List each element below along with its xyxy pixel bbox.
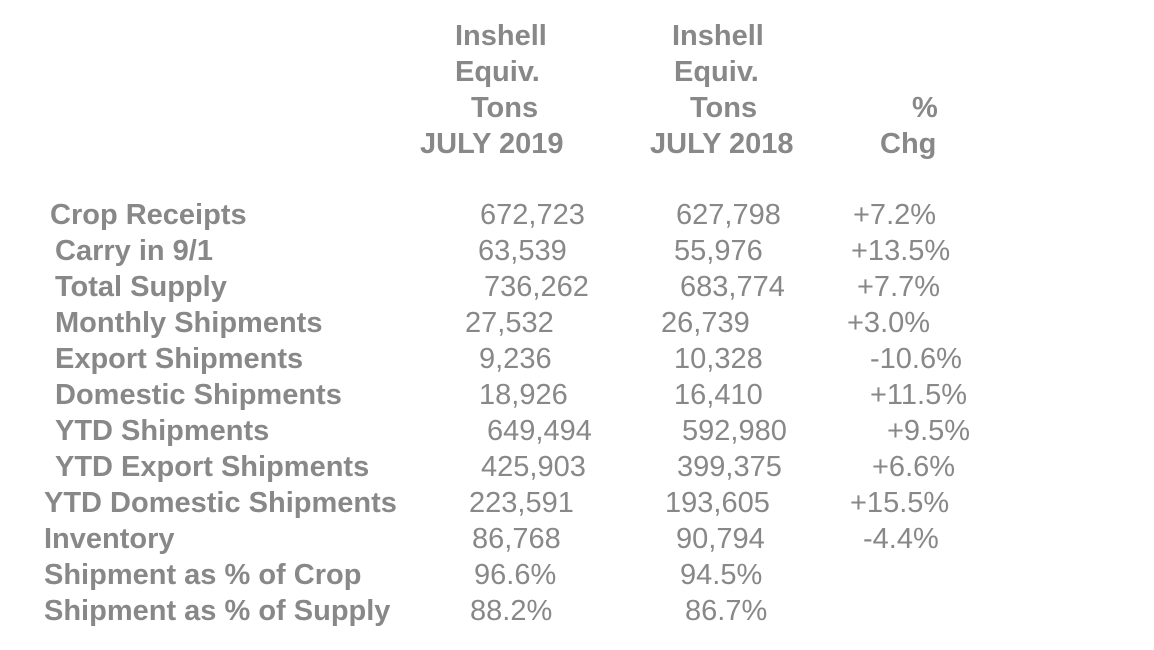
header-line: Chg (880, 128, 937, 160)
value-july-2019: 86,768 (472, 523, 561, 555)
value-july-2018: 86.7% (685, 595, 768, 627)
table-row: Inventory 86,768 90,794 -4.4% (0, 521, 1154, 557)
value-pct-chg: +3.0% (847, 307, 931, 339)
value-july-2019: 223,591 (469, 487, 574, 519)
value-july-2018: 26,739 (661, 307, 750, 339)
table-row: Export Shipments 9,236 10,328 -10.6% (0, 341, 1154, 377)
value-july-2018: 90,794 (676, 523, 765, 555)
header-line: Inshell (672, 20, 764, 52)
row-label: Export Shipments (55, 343, 304, 375)
value-july-2019: 736,262 (484, 271, 589, 303)
header-line: Equiv. (674, 56, 759, 88)
row-label: YTD Domestic Shipments (44, 487, 397, 519)
value-july-2019: 88.2% (470, 595, 553, 627)
value-july-2019: 649,494 (487, 415, 592, 447)
row-label: Domestic Shipments (55, 379, 342, 411)
value-july-2018: 16,410 (674, 379, 763, 411)
value-july-2018: 399,375 (677, 451, 782, 483)
row-label: YTD Export Shipments (55, 451, 370, 483)
value-pct-chg: +7.7% (857, 271, 941, 303)
value-july-2019: 9,236 (479, 343, 552, 375)
header-line: Tons (690, 92, 758, 124)
header-line: % (912, 92, 938, 124)
value-pct-chg: +6.6% (872, 451, 956, 483)
header-line: Tons (471, 92, 539, 124)
value-pct-chg: -10.6% (870, 343, 962, 375)
table-row: Domestic Shipments 18,926 16,410 +11.5% (0, 377, 1154, 413)
table-row: YTD Shipments 649,494 592,980 +9.5% (0, 413, 1154, 449)
value-pct-chg: +15.5% (850, 487, 950, 519)
value-july-2019: 96.6% (474, 559, 557, 591)
header-line: Equiv. (455, 56, 540, 88)
value-july-2018: 193,605 (665, 487, 770, 519)
value-july-2018: 55,976 (674, 235, 763, 267)
value-july-2019: 18,926 (479, 379, 568, 411)
value-july-2018: 683,774 (680, 271, 785, 303)
value-july-2018: 592,980 (682, 415, 787, 447)
row-label: Shipment as % of Supply (44, 595, 391, 627)
table-row: Total Supply 736,262 683,774 +7.7% (0, 269, 1154, 305)
value-pct-chg: +13.5% (851, 235, 951, 267)
value-pct-chg: +7.2% (853, 199, 937, 231)
value-july-2019: 63,539 (478, 235, 567, 267)
row-label: Inventory (44, 523, 175, 555)
header-line: Inshell (455, 20, 547, 52)
header-line: JULY 2018 (650, 128, 794, 160)
row-label: Crop Receipts (50, 199, 247, 231)
header-july-2018: Inshell Equiv. Tons JULY 2018 (650, 18, 810, 162)
row-label: Total Supply (55, 271, 227, 303)
value-pct-chg: -4.4% (863, 523, 939, 555)
value-july-2019: 425,903 (481, 451, 586, 483)
row-label: Carry in 9/1 (55, 235, 213, 267)
table-row: YTD Domestic Shipments 223,591 193,605 +15.… (0, 485, 1154, 521)
table-row: Carry in 9/1 63,539 55,976 +13.5% (0, 233, 1154, 269)
table-row: Shipment as % of Supply 88.2% 86.7% (0, 593, 1154, 629)
value-july-2018: 627,798 (676, 199, 781, 231)
row-label: Shipment as % of Crop (44, 559, 362, 591)
table-row: Shipment as % of Crop 96.6% 94.5% (0, 557, 1154, 593)
row-label: Monthly Shipments (55, 307, 323, 339)
value-july-2019: 672,723 (480, 199, 585, 231)
value-july-2018: 94.5% (680, 559, 763, 591)
value-pct-chg: +11.5% (870, 379, 968, 411)
table-row: YTD Export Shipments 425,903 399,375 +6.6% (0, 449, 1154, 485)
table-row: Crop Receipts 672,723 627,798 +7.2% (0, 197, 1154, 233)
header-line: JULY 2019 (420, 128, 564, 160)
value-pct-chg: +9.5% (887, 415, 971, 447)
table-row: Monthly Shipments 27,532 26,739 +3.0% (0, 305, 1154, 341)
value-july-2019: 27,532 (465, 307, 554, 339)
row-label: YTD Shipments (55, 415, 270, 447)
header-july-2019: Inshell Equiv. Tons JULY 2019 (420, 18, 580, 162)
header-pct-chg: % Chg (880, 90, 950, 162)
value-july-2018: 10,328 (674, 343, 763, 375)
